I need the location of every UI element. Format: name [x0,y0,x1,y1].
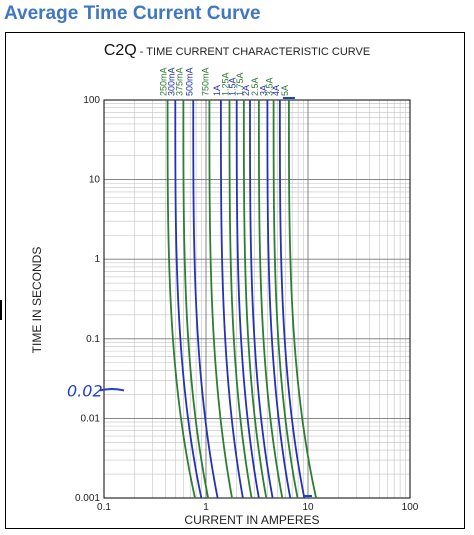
page-title: Average Time Current Curve [4,3,261,24]
chart-title-code: C2Q [104,42,137,59]
series-label: 2.5A [250,77,260,96]
series-label: 250mA [159,67,169,96]
chart-frame [5,32,465,529]
x-tick-label: 0.1 [97,502,111,513]
y-tick-label: 0.1 [86,334,100,345]
series-label: 3.5A [265,77,275,96]
curve-300ma [174,99,203,499]
annotation-stroke [99,387,125,392]
series-label: 2A [241,85,251,96]
plot-border [103,99,411,499]
curve-1-5a [235,100,260,499]
x-tick-label: 1 [203,502,209,513]
y-tick-label: 0.01 [81,413,101,424]
curve-1-75a [242,100,268,499]
series-label: 1.75A [235,72,245,96]
series-label: 1A [212,85,222,96]
curve-375ma [182,100,210,499]
series-label: 500mA [184,67,194,96]
edge-marker [0,300,2,320]
x-tick-label: 10 [302,502,314,513]
y-tick-label: 1 [94,254,100,265]
y-tick-label: 10 [89,175,101,186]
series-label: 1.5A [228,77,238,96]
series-label: 750mA [200,67,210,96]
curve-3-5a [272,100,299,499]
curve-4a [278,100,306,499]
x-axis-label: CURRENT IN AMPERES [184,513,319,527]
series-label: 3A [258,85,268,96]
chart-title: C2Q - TIME CURRENT CHARACTERISTIC CURVE [104,42,370,59]
series-label: 1.25A [221,72,231,96]
series-label: 300mA [166,67,176,96]
curve-2a [249,100,274,499]
curve-500ma [192,100,219,499]
x-tick-label: 100 [402,502,419,513]
chart-title-text: - TIME CURRENT CHARACTERISTIC CURVE [137,46,370,58]
curve-250ma [166,100,196,499]
curve-1a [220,100,244,499]
curve-5a [288,100,317,499]
annotation-text: 0.02 [67,381,103,400]
series-label: 4A [271,85,281,96]
handwritten-annotation: 0.02 [67,381,125,400]
curve-3a [266,100,292,499]
y-tick-label: 0.001 [75,493,100,504]
curve-750ma [208,100,233,499]
y-tick-label: 100 [83,95,100,106]
series-label: 5A [280,85,290,96]
y-axis-label: TIME IN SECONDS [30,247,44,354]
tick-label-group: 0.1 1 10 100 100 10 1 0.1 0.01 0.001 [75,95,419,513]
series-label: 375mA [174,67,184,96]
curve-1-25a [228,100,253,499]
curve-2-5a [257,100,284,499]
curve-group [166,99,317,499]
